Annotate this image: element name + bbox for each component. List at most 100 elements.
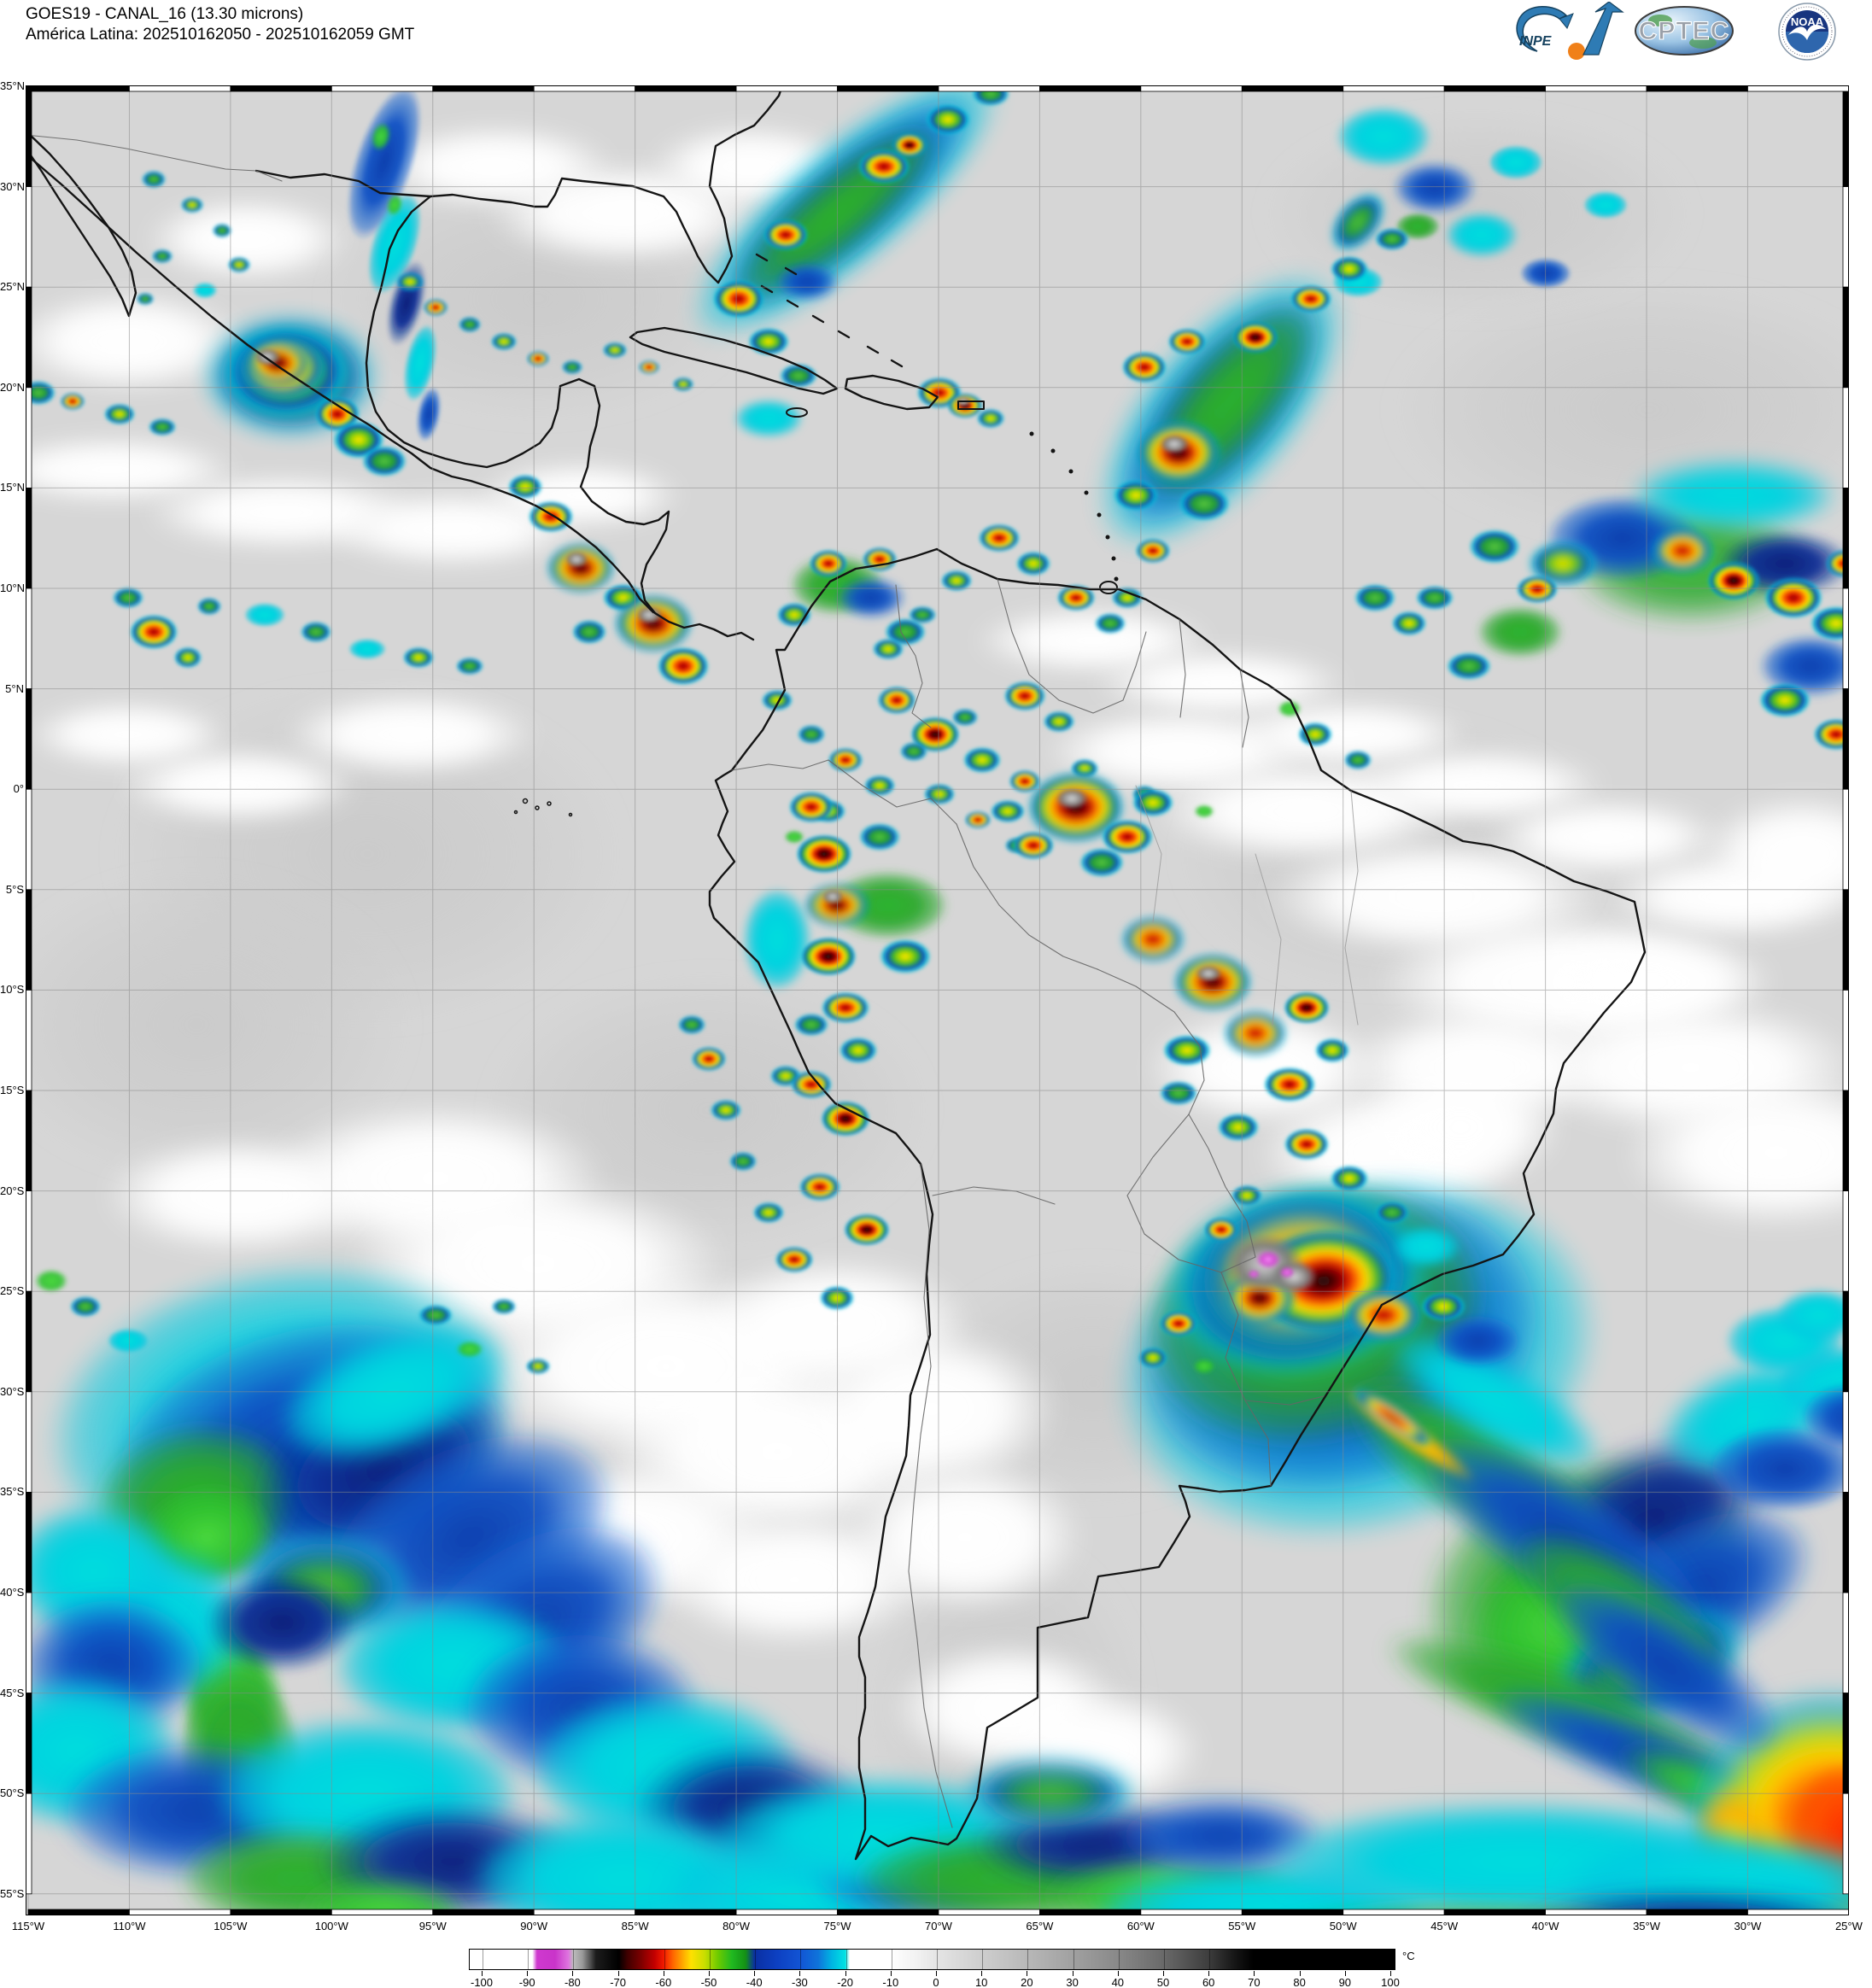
lon-label: 105°W	[214, 1920, 248, 1932]
colorbar-tick-label: 0	[933, 1976, 939, 1988]
lon-label: 90°W	[520, 1920, 548, 1932]
colorbar-tick	[1208, 1971, 1210, 1976]
colorbar-tick-label: 20	[1021, 1976, 1033, 1988]
lon-label: 95°W	[418, 1920, 447, 1932]
colorbar-tick-label: -100	[470, 1976, 494, 1988]
colorbar-separator	[1300, 1950, 1302, 1969]
lat-label: 20°S	[0, 1184, 25, 1197]
lat-label: 0°	[13, 782, 24, 796]
lon-label: 25°W	[1834, 1920, 1863, 1932]
lon-label: 55°W	[1228, 1920, 1256, 1932]
agency-logos: INPE CPTEC NOAA	[1516, 2, 1836, 61]
colorbar	[469, 1949, 1395, 1970]
colorbar-tick-label: 40	[1111, 1976, 1125, 1988]
lat-label: 5°S	[5, 882, 24, 896]
colorbar-tick	[572, 1971, 574, 1976]
title-line1: GOES19 - CANAL_16 (13.30 microns)	[26, 5, 304, 23]
lat-label: 25°N	[0, 280, 26, 294]
colorbar-separator	[800, 1950, 802, 1969]
colorbar-tick	[799, 1971, 801, 1976]
lon-label: 80°W	[722, 1920, 751, 1932]
colorbar-tick-label: -80	[564, 1976, 581, 1988]
lon-label: 35°W	[1633, 1920, 1660, 1932]
colorbar-tick	[617, 1971, 619, 1976]
lon-label: 40°W	[1531, 1920, 1559, 1932]
colorbar-tick-label: -30	[791, 1976, 808, 1988]
lat-label: 30°S	[0, 1384, 25, 1398]
colorbar-tick	[1299, 1971, 1301, 1976]
noaa-logo: NOAA	[1778, 3, 1836, 61]
colorbar-tick	[1390, 1971, 1391, 1976]
colorbar-separator	[573, 1950, 575, 1969]
colorbar-separator	[755, 1950, 757, 1969]
colorbar-tick-label: -90	[518, 1976, 535, 1988]
colorbar-separator	[845, 1950, 847, 1969]
colorbar-tick	[1163, 1971, 1164, 1976]
colorbar-separator	[1073, 1950, 1074, 1969]
colorbar-separator	[528, 1950, 529, 1969]
colorbar-tick	[981, 1971, 983, 1976]
colorbar-tick-label: 80	[1293, 1976, 1306, 1988]
colorbar-tick	[754, 1971, 756, 1976]
lat-label: 50°S	[0, 1786, 25, 1800]
lon-label: 70°W	[924, 1920, 952, 1932]
lat-label: 20°N	[0, 380, 26, 394]
colorbar-tick	[845, 1971, 846, 1976]
inpe-logo-text: INPE	[1519, 34, 1553, 49]
colorbar-separator	[1209, 1950, 1211, 1969]
lon-label: 110°W	[113, 1920, 146, 1932]
colorbar-tick	[527, 1971, 529, 1976]
colorbar-tick	[936, 1971, 937, 1976]
noaa-logo-text: NOAA	[1791, 15, 1824, 28]
lon-label: 65°W	[1026, 1920, 1054, 1932]
lon-label: 115°W	[11, 1920, 45, 1932]
lat-label: 35°S	[0, 1485, 25, 1499]
colorbar-tick-label: 70	[1248, 1976, 1261, 1988]
colorbar-tick-label: -20	[837, 1976, 853, 1988]
lon-label: 45°W	[1430, 1920, 1459, 1932]
lat-label: 45°S	[0, 1686, 25, 1699]
colorbar-separator	[982, 1950, 984, 1969]
colorbar-tick	[709, 1971, 710, 1976]
colorbar-tick	[1254, 1971, 1255, 1976]
colorbar-tick-label: 30	[1066, 1976, 1079, 1988]
colorbar-tick-label: 60	[1202, 1976, 1215, 1988]
colorbar-unit: °C	[1402, 1950, 1415, 1962]
cptec-logo-text: CPTEC	[1639, 17, 1730, 45]
colorbar-tick	[1344, 1971, 1346, 1976]
inpe-logo: INPE	[1516, 2, 1624, 60]
colorbar-separator	[710, 1950, 711, 1969]
colorbar-tick-label: -10	[882, 1976, 899, 1988]
colorbar-separator	[1118, 1950, 1120, 1969]
colorbar-separator	[618, 1950, 620, 1969]
colorbar-tick	[482, 1971, 483, 1976]
lat-label: 55°S	[0, 1886, 25, 1900]
colorbar-tick-label: 50	[1156, 1976, 1170, 1988]
colorbar-tick-label: 90	[1338, 1976, 1352, 1988]
colorbar-separator	[1027, 1950, 1029, 1969]
title-line2: América Latina: 202510162050 - 202510162…	[26, 26, 415, 44]
lat-label: 35°N	[0, 79, 26, 92]
lon-label: 50°W	[1329, 1920, 1357, 1932]
satellite-map: 35°N 30°N 25°N 20°N 15°N 10°N 5°N 0° 5°S 10°S 15°S…	[0, 79, 1863, 1932]
lon-label: 60°W	[1126, 1920, 1155, 1932]
colorbar-separator	[937, 1950, 938, 1969]
colorbar-tick-label: -40	[746, 1976, 763, 1988]
lat-label: 40°S	[0, 1586, 25, 1599]
colorbar-tick-label: -70	[610, 1976, 626, 1988]
lat-label: 10°S	[0, 983, 25, 997]
lat-label: 30°N	[0, 179, 26, 193]
colorbar-tick-label: -60	[655, 1976, 672, 1988]
colorbar-separator	[1164, 1950, 1165, 1969]
lat-label: 15°N	[0, 481, 26, 494]
cptec-logo: CPTEC	[1635, 6, 1734, 56]
colorbar-tick-label: -50	[700, 1976, 717, 1988]
colorbar-separator	[664, 1950, 665, 1969]
lat-label: 5°N	[5, 681, 24, 695]
colorbar-tick-label: 10	[974, 1976, 988, 1988]
lon-label: 30°W	[1734, 1920, 1762, 1932]
colorbar-separator	[1391, 1950, 1392, 1969]
lat-label: 15°S	[0, 1084, 25, 1096]
colorbar-separator	[1345, 1950, 1347, 1969]
